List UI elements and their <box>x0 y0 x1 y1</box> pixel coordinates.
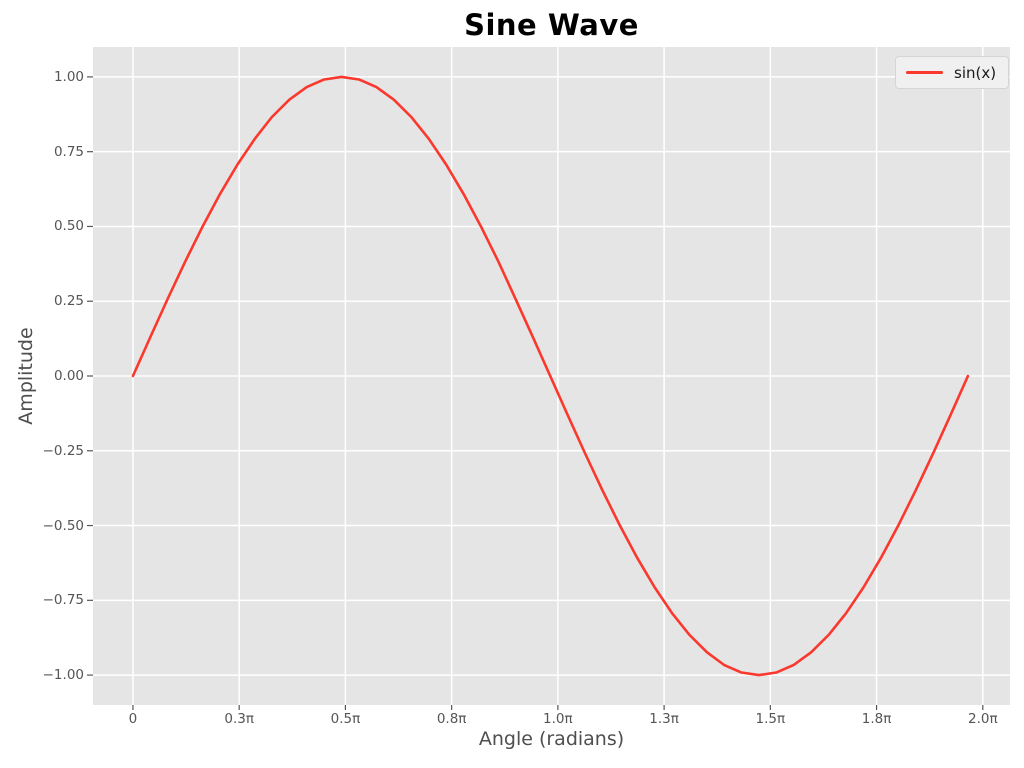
x-tick-label: 1.8π <box>861 711 892 727</box>
y-tick-label: −0.25 <box>42 442 84 459</box>
y-tick-label: −0.75 <box>42 592 84 609</box>
x-tick-label: 1.3π <box>649 711 679 727</box>
y-tick-label: 0.00 <box>53 368 84 384</box>
y-tick-label: −1.00 <box>42 667 84 684</box>
y-tick-label: 0.75 <box>53 143 84 160</box>
x-tick-label: 2.0π <box>967 711 998 727</box>
legend: sin(x) <box>895 56 1010 89</box>
x-tick-label: 0.3π <box>224 711 254 727</box>
y-tick-label: 0.25 <box>53 293 84 310</box>
y-tick-label: −0.50 <box>42 517 84 534</box>
y-tick-label: 1.00 <box>53 68 84 85</box>
legend-line-sample <box>906 71 943 74</box>
x-tick-label: 0.5π <box>330 711 361 727</box>
x-tick-label: 1.0π <box>543 711 573 727</box>
x-tick-label: 1.5π <box>755 711 786 727</box>
x-tick-label: 0.8π <box>436 711 467 727</box>
chart-title: Sine Wave <box>464 8 639 42</box>
y-tick-label: 0.50 <box>53 218 84 235</box>
x-tick-label: 0 <box>128 711 138 727</box>
x-axis-label: Angle (radians) <box>478 728 625 750</box>
sine-line <box>131 75 970 677</box>
legend-entry-label: sin(x) <box>954 63 997 82</box>
